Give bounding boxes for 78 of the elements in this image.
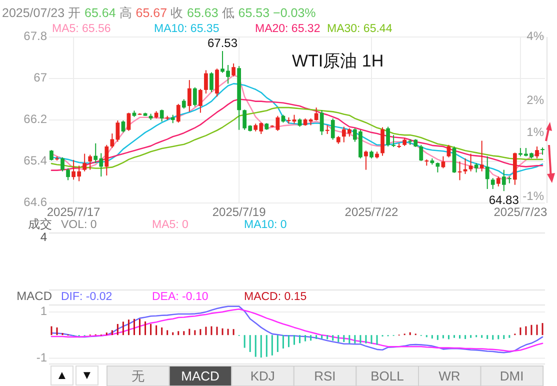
candlestick xyxy=(198,88,202,114)
candlestick xyxy=(176,103,180,124)
candlestick xyxy=(126,112,131,132)
candlestick xyxy=(419,144,424,162)
candlestick xyxy=(468,153,473,172)
candlestick xyxy=(160,109,164,122)
candlestick xyxy=(540,146,544,156)
y-tick-label: -1 xyxy=(36,350,48,364)
candlestick xyxy=(276,115,280,132)
candlestick xyxy=(485,156,490,190)
x-tick-label: 2025/7/19 xyxy=(212,205,266,219)
candlestick xyxy=(496,176,500,187)
y2-tick-label: -1% xyxy=(522,188,544,203)
candlestick xyxy=(320,110,324,136)
chart-title: MACD xyxy=(16,289,52,304)
candlestick xyxy=(204,70,208,94)
text: ▲ xyxy=(56,368,68,382)
text: MACD xyxy=(181,368,220,384)
y-tick-label: 1 xyxy=(40,304,48,318)
y-tick-label: 67 xyxy=(34,70,48,85)
candlestick xyxy=(325,124,330,135)
x-tick-label: 2025/7/23 xyxy=(494,205,548,219)
text: 成交 xyxy=(28,217,52,232)
candlestick xyxy=(210,72,214,92)
text: WTI原油 1H xyxy=(292,51,384,70)
text: DIF: -0.02 xyxy=(61,291,112,304)
candlestick xyxy=(215,68,219,98)
x-tick-label: 2025/7/22 xyxy=(344,205,398,219)
text: MA10: 65.35 xyxy=(154,23,220,36)
y-tick-label: 66.2 xyxy=(24,112,48,126)
y2-tick-label: 1% xyxy=(526,124,544,139)
candlestick xyxy=(330,118,335,140)
legend-label: MA10: 0 xyxy=(244,219,287,232)
text: WR xyxy=(438,368,460,384)
text: DMI xyxy=(500,368,524,384)
x-tick-label: 2025/7/17 xyxy=(46,205,101,219)
candlestick xyxy=(232,62,236,77)
candlestick xyxy=(392,134,396,148)
candlestick xyxy=(110,132,114,149)
candlestick xyxy=(104,144,109,176)
candlestick xyxy=(66,168,70,181)
candlestick xyxy=(480,140,484,172)
candlestick xyxy=(60,156,64,172)
candlestick xyxy=(116,120,120,142)
legend-label: VOL: 0 xyxy=(61,219,97,232)
candlestick xyxy=(88,154,92,170)
y-tick-label: 64.6 xyxy=(24,195,48,210)
text: RSI xyxy=(314,368,336,384)
text: 4 xyxy=(40,230,48,244)
y2-tick-label: 2% xyxy=(526,93,544,108)
legend-label: MA5: 0 xyxy=(152,219,188,232)
text: MA5: 65.56 xyxy=(52,23,111,36)
text: 无 xyxy=(132,368,144,384)
text: BOLL xyxy=(370,368,404,384)
candlestick xyxy=(364,150,368,170)
text: KDJ xyxy=(250,368,275,384)
candlestick xyxy=(193,86,197,108)
candlestick xyxy=(187,80,192,112)
candlestick xyxy=(82,153,87,172)
annotation: 67.53 xyxy=(208,36,238,50)
y2-tick-label: 4% xyxy=(526,29,544,44)
candlestick xyxy=(446,144,451,158)
text: 2025/07/23 开 65.64 高 65.67 收 65.63 低 65.53 −0.03% xyxy=(2,6,316,20)
series-label: DEA: -0.10 xyxy=(152,291,208,304)
text: MA30: 65.44 xyxy=(327,23,393,36)
candlestick xyxy=(380,126,384,156)
candlestick xyxy=(182,98,186,110)
candlestick xyxy=(121,120,126,133)
text: MACD: 0.15 xyxy=(244,291,307,304)
y-tick-label: 65.4 xyxy=(24,154,48,168)
candlestick xyxy=(535,146,539,159)
candlestick xyxy=(50,150,54,161)
y-tick-label: 67.8 xyxy=(24,29,48,44)
text: ▼ xyxy=(81,368,93,382)
text: MA20: 65.32 xyxy=(255,23,320,36)
candlestick xyxy=(386,126,390,147)
candlestick xyxy=(490,178,495,190)
annotation: 64.83 xyxy=(488,193,520,208)
